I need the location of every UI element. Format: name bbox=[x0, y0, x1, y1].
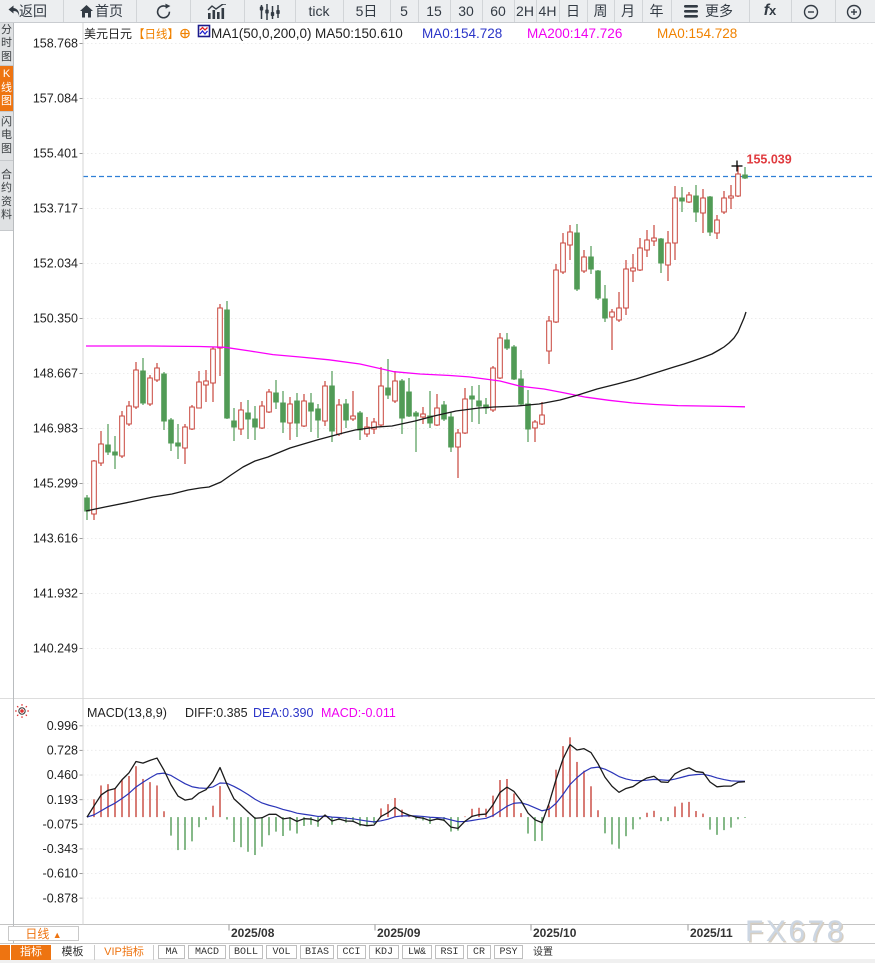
svg-text:-0.075: -0.075 bbox=[43, 817, 78, 831]
svg-text:美元日元: 美元日元 bbox=[84, 27, 132, 41]
svg-text:150.350: 150.350 bbox=[33, 312, 78, 326]
svg-text:MA0:154.728: MA0:154.728 bbox=[422, 26, 502, 41]
svg-text:2025/09: 2025/09 bbox=[377, 926, 421, 940]
svg-text:2025/10: 2025/10 bbox=[533, 926, 577, 940]
svg-text:MACD(13,8,9): MACD(13,8,9) bbox=[87, 706, 167, 720]
svg-text:0.193: 0.193 bbox=[47, 793, 78, 807]
svg-text:152.034: 152.034 bbox=[33, 257, 78, 271]
svg-text:158.768: 158.768 bbox=[33, 37, 78, 51]
svg-text:146.983: 146.983 bbox=[33, 422, 78, 436]
svg-text:141.932: 141.932 bbox=[33, 587, 78, 601]
svg-text:-0.610: -0.610 bbox=[43, 867, 78, 881]
svg-text:-0.878: -0.878 bbox=[43, 891, 78, 905]
svg-text:-0.343: -0.343 bbox=[43, 842, 78, 856]
svg-text:DIFF:0.385: DIFF:0.385 bbox=[185, 706, 248, 720]
svg-text:2025/08: 2025/08 bbox=[231, 926, 275, 940]
svg-text:0.728: 0.728 bbox=[47, 744, 78, 758]
svg-text:MA50:150.610: MA50:150.610 bbox=[315, 26, 403, 41]
svg-text:0.996: 0.996 bbox=[47, 719, 78, 733]
svg-text:0.460: 0.460 bbox=[47, 768, 78, 782]
svg-text:143.616: 143.616 bbox=[33, 532, 78, 546]
svg-text:155.401: 155.401 bbox=[33, 147, 78, 161]
svg-text:148.667: 148.667 bbox=[33, 367, 78, 381]
svg-text:140.249: 140.249 bbox=[33, 642, 78, 656]
svg-text:145.299: 145.299 bbox=[33, 477, 78, 491]
svg-text:153.717: 153.717 bbox=[33, 202, 78, 216]
svg-text:157.084: 157.084 bbox=[33, 92, 78, 106]
svg-text:DEA:0.390: DEA:0.390 bbox=[253, 706, 314, 720]
svg-text:155.039: 155.039 bbox=[747, 153, 792, 167]
svg-text:MACD:-0.011: MACD:-0.011 bbox=[321, 706, 396, 720]
svg-text:MA1(50,0,200,0): MA1(50,0,200,0) bbox=[211, 26, 312, 41]
svg-text:2025/11: 2025/11 bbox=[690, 926, 733, 940]
svg-text:MA0:154.728: MA0:154.728 bbox=[657, 26, 737, 41]
svg-text:【日线】: 【日线】 bbox=[133, 27, 179, 41]
svg-text:MA200:147.726: MA200:147.726 bbox=[527, 26, 622, 41]
